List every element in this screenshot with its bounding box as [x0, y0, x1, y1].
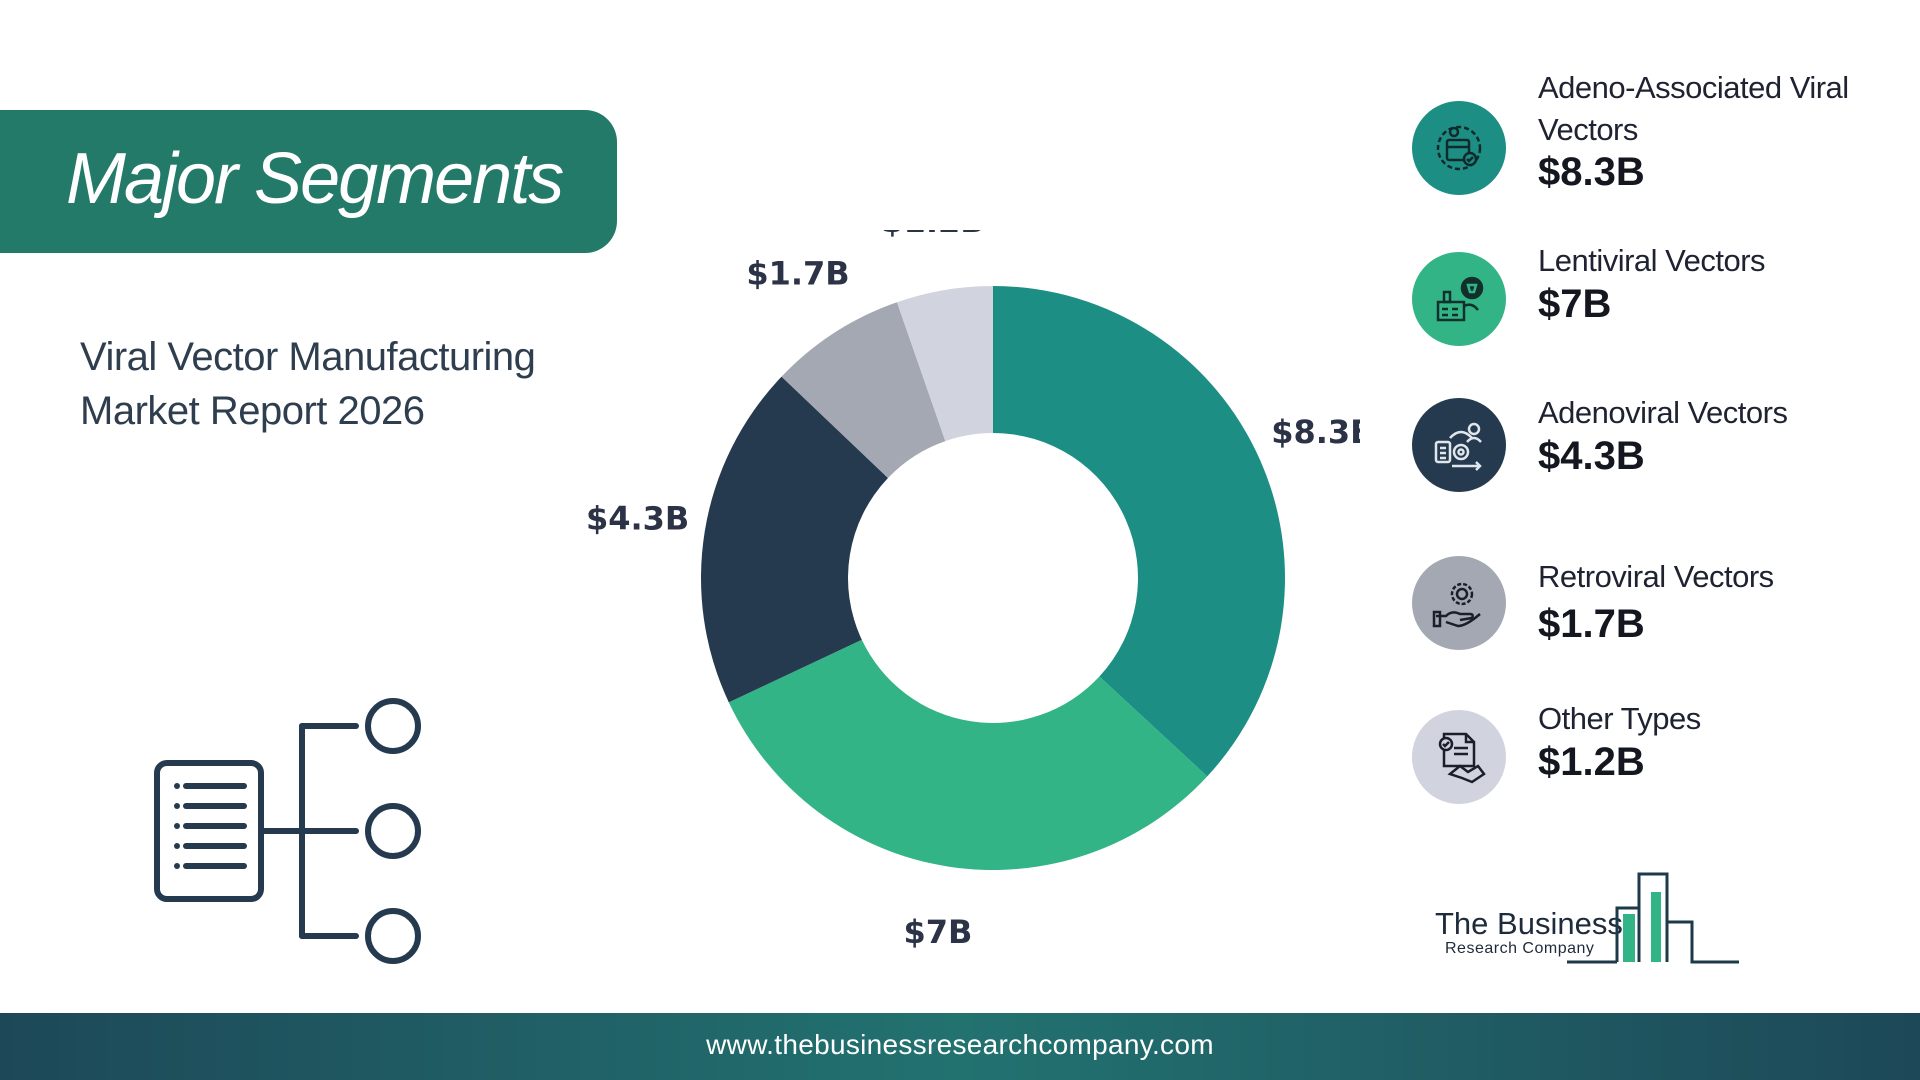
page-title: Major Segments: [66, 139, 564, 219]
factory-icon: [1412, 252, 1506, 346]
footer-bar: www.thebusinessresearchcompany.com: [0, 1013, 1920, 1080]
donut-label-5: $1.2B: [881, 230, 984, 240]
legend-label: Retroviral Vectors: [1538, 559, 1774, 594]
donut-slice-4: [781, 302, 946, 479]
legend-label: Adeno-Associated Viral Vectors: [1538, 70, 1849, 147]
legend-item-adenoviral: Adenoviral Vectors $4.3B: [1410, 392, 1910, 512]
report-subtitle: Viral Vector Manufacturing Market Report…: [80, 330, 600, 438]
donut-slice-1: [993, 286, 1285, 777]
process-flow-icon: [1412, 398, 1506, 492]
legend-value: $1.2B: [1538, 740, 1645, 784]
donut-slice-2: [728, 639, 1208, 870]
donut-slice-5: [896, 286, 993, 442]
donut-label-3: $4.3B: [586, 499, 689, 537]
donut-slice-3: [701, 376, 888, 703]
legend-label: Adenoviral Vectors: [1538, 395, 1788, 430]
footer-url[interactable]: www.thebusinessresearchcompany.com: [706, 1029, 1214, 1060]
report-subtitle-line2: Market Report 2026: [80, 389, 425, 433]
legend-value: $4.3B: [1538, 434, 1645, 478]
legend-label: Other Types: [1538, 701, 1701, 736]
logo-buildings-icon: [1567, 872, 1739, 964]
title-banner: Major Segments: [0, 110, 617, 253]
legend-value: $7B: [1538, 282, 1612, 326]
logo-subtitle: Research Company: [1445, 940, 1595, 957]
donut-label-2: $7B: [903, 913, 972, 950]
logo-name: The Business: [1435, 906, 1623, 941]
report-subtitle-line1: Viral Vector Manufacturing: [80, 335, 536, 379]
legend-value: $8.3B: [1538, 150, 1645, 194]
gear-hand-icon: [1412, 556, 1506, 650]
donut-chart: $8.3B $7B $4.3B $1.7B $1.2B: [586, 230, 1360, 950]
legend-item-retroviral: Retroviral Vectors $1.7B: [1410, 556, 1910, 676]
gene-box-gear-icon: [1412, 101, 1506, 195]
donut-label-1: $8.3B: [1271, 413, 1360, 451]
legend-value: $1.7B: [1538, 602, 1645, 646]
segments-list-icon: [154, 698, 421, 964]
legend-item-other: Other Types $1.2B: [1410, 698, 1910, 818]
legend-item-adeno-associated: Adeno-Associated Viral Vectors $8.3B: [1410, 62, 1910, 195]
document-handshake-icon: [1412, 710, 1506, 804]
legend-label: Lentiviral Vectors: [1538, 243, 1766, 278]
donut-label-4: $1.7B: [746, 254, 849, 292]
legend-item-lentiviral: Lentiviral Vectors $7B: [1410, 240, 1910, 360]
